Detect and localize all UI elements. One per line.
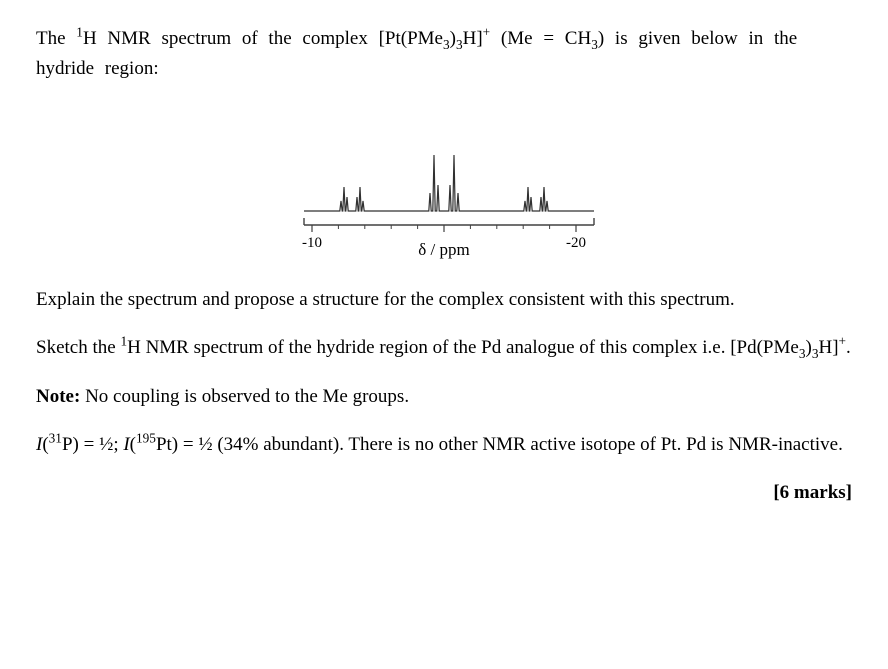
sup-1: 1	[76, 25, 83, 40]
text: H]	[818, 337, 838, 358]
paragraph-explain: Explain the spectrum and propose a struc…	[36, 285, 852, 315]
text: H NMR spectrum of the complex [Pt(PMe	[83, 28, 443, 49]
nmr-spectrum-chart: -10 -20 δ / ppm	[36, 103, 852, 263]
svg-text:δ / ppm: δ / ppm	[418, 240, 469, 259]
text: (Me = CH	[490, 28, 591, 49]
text: Sketch the	[36, 337, 120, 358]
paragraph-intro: The 1H NMR spectrum of the complex [Pt(P…	[36, 24, 852, 85]
text: P) = ½;	[62, 434, 123, 455]
sup-195: 195	[136, 431, 156, 446]
marks-label: [6 marks]	[36, 478, 852, 508]
text: Pt) = ½ (34% abundant). There is no othe…	[156, 434, 843, 455]
nmr-svg: -10 -20 δ / ppm	[264, 103, 624, 263]
svg-text:-10: -10	[302, 235, 322, 251]
note-label: Note:	[36, 386, 80, 407]
paragraph-isotopes: I(31P) = ½; I(195Pt) = ½ (34% abundant).…	[36, 430, 852, 460]
sub-3: 3	[456, 37, 463, 52]
text: H NMR spectrum of the hydride region of …	[127, 337, 799, 358]
text: H]	[463, 28, 483, 49]
paragraph-pd: Sketch the 1H NMR spectrum of the hydrid…	[36, 333, 852, 363]
note-text: No coupling is observed to the Me groups…	[80, 386, 409, 407]
svg-text:-20: -20	[566, 235, 586, 251]
sub-3: 3	[443, 37, 450, 52]
text: .	[846, 337, 851, 358]
text: The	[36, 28, 76, 49]
sup-plus: +	[839, 334, 847, 349]
sub-3: 3	[591, 37, 598, 52]
sub-3: 3	[799, 346, 806, 361]
paragraph-note: Note: No coupling is observed to the Me …	[36, 382, 852, 412]
sup-31: 31	[49, 431, 62, 446]
